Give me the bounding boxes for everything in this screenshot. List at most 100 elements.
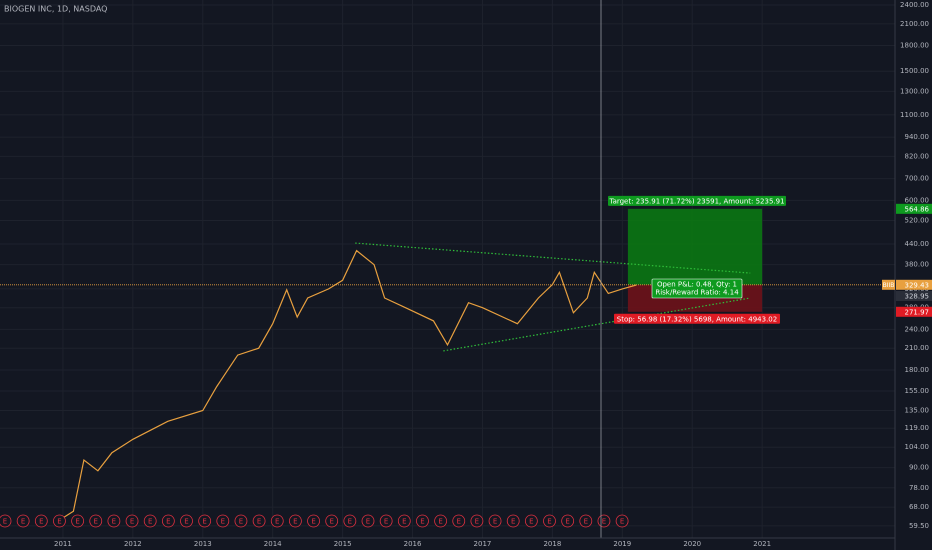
earnings-label: E [584,518,588,526]
earnings-label: E [293,518,297,526]
earnings-marker [180,514,193,528]
earnings-label: E [366,518,370,526]
y-tick-label: 119.00 [905,424,930,432]
earnings-label: E [57,518,61,526]
earnings-label: E [202,518,206,526]
axis-labels: 59.50 68.00 78.00 90.00 104.00 119.00 135.00 15… [54,1,932,548]
earnings-label: E [475,518,479,526]
ratio-label: Risk/Reward Ratio: 4.14 [655,289,739,297]
earnings-label: E [420,518,424,526]
x-tick-label: 2012 [124,540,142,548]
x-tick-label: 2020 [683,540,701,548]
earnings-label: E [75,518,79,526]
pnl-box [651,278,743,299]
earnings-label: E [457,518,461,526]
earnings-label: E [438,518,442,526]
earnings-marker [198,514,212,528]
target-label-box [608,195,786,206]
y-tick-label: 135.00 [905,406,930,414]
y-tick-label: 155.00 [905,387,930,395]
earnings-marker [615,514,629,528]
y-tick-label: 90.00 [909,464,929,472]
stop-label: Stop: 56.98 (17.32%) 5698, Amount: 4943.… [617,315,777,323]
earnings-label: E [602,518,606,526]
y-tick-label: 940.00 [905,133,930,141]
y-tick-label: 2100.00 [900,20,929,28]
earnings-marker [53,514,66,528]
earnings-label: E [311,518,315,526]
earnings-marker [416,514,429,528]
x-tick-label: 2019 [613,540,631,548]
earnings-label: E [21,518,25,526]
stop-price: 271.97 [905,308,930,316]
stop-price-tag [896,306,932,317]
trend-line [355,242,751,274]
earnings-label: E [3,518,7,526]
pnl-label: Open P&L: 0.48, Qty: 1 [657,281,737,289]
earnings-label: E [239,518,243,526]
last-price: 328.95 [905,292,930,300]
earnings-label: E [565,518,569,526]
earnings-label: E [221,518,225,526]
earnings-label: E [184,518,188,526]
grid [0,0,895,538]
profit-zone [627,208,763,285]
earnings-marker [161,514,175,528]
target-price-tag [896,203,932,214]
symbol-label: BIIB [883,282,895,289]
target-price: 564.86 [905,205,930,213]
current-price: 329.43 [905,281,930,289]
earnings-marker [307,514,320,528]
y-tick-label: 440.00 [905,240,930,248]
y-tick-label: 240.00 [905,325,930,333]
x-tick-label: 2013 [194,540,212,548]
y-tick-label: 1300.00 [900,87,929,95]
earnings-marker [270,514,284,528]
earnings-marker [107,514,121,528]
earnings-marker [216,514,230,528]
earnings-label: E [39,518,43,526]
earnings-marker [506,514,520,528]
y-tick-label: 2400.00 [900,1,929,9]
symbol-tag [882,279,895,290]
y-tick-label: 59.50 [909,522,929,530]
y-tick-label: 600.00 [905,196,930,204]
earnings-marker [470,514,484,528]
earnings-label: E [384,518,388,526]
earnings-marker [71,514,84,528]
stop-label-box [614,313,780,324]
earnings-label: E [257,518,261,526]
earnings-label: E [620,518,624,526]
current-price-tag [896,279,932,290]
earnings-marker [397,514,411,528]
earnings-label: E [511,518,515,526]
earnings-marker [343,514,357,528]
y-tick-label: 78.00 [909,484,929,492]
y-tick-label: 700.00 [905,175,930,183]
earnings-marker [89,514,103,528]
earnings-marker [543,514,556,528]
last-price-tag [896,290,932,301]
earnings-marker [252,514,266,528]
earnings-label: E [493,518,497,526]
price-axis [895,0,932,550]
earnings-label: E [166,518,170,526]
chart-title: BIOGEN INC, 1D, NASDAQ [4,5,107,14]
earnings-marker [325,514,339,528]
earnings-label: E [529,518,533,526]
y-tick-label: 520.00 [905,216,930,224]
earnings-marker [579,514,593,528]
earnings-marker [125,514,139,528]
earnings-label: E [112,518,116,526]
earnings-marker [524,514,538,528]
y-tick-label: 1500.00 [900,67,929,75]
y-tick-label: 820.00 [905,152,930,160]
earnings-marker [143,514,157,528]
earnings-marker [234,514,248,528]
earnings-label: E [275,518,279,526]
earnings-marker [561,514,575,528]
trend-line [443,297,751,352]
earnings-marker [379,514,393,528]
